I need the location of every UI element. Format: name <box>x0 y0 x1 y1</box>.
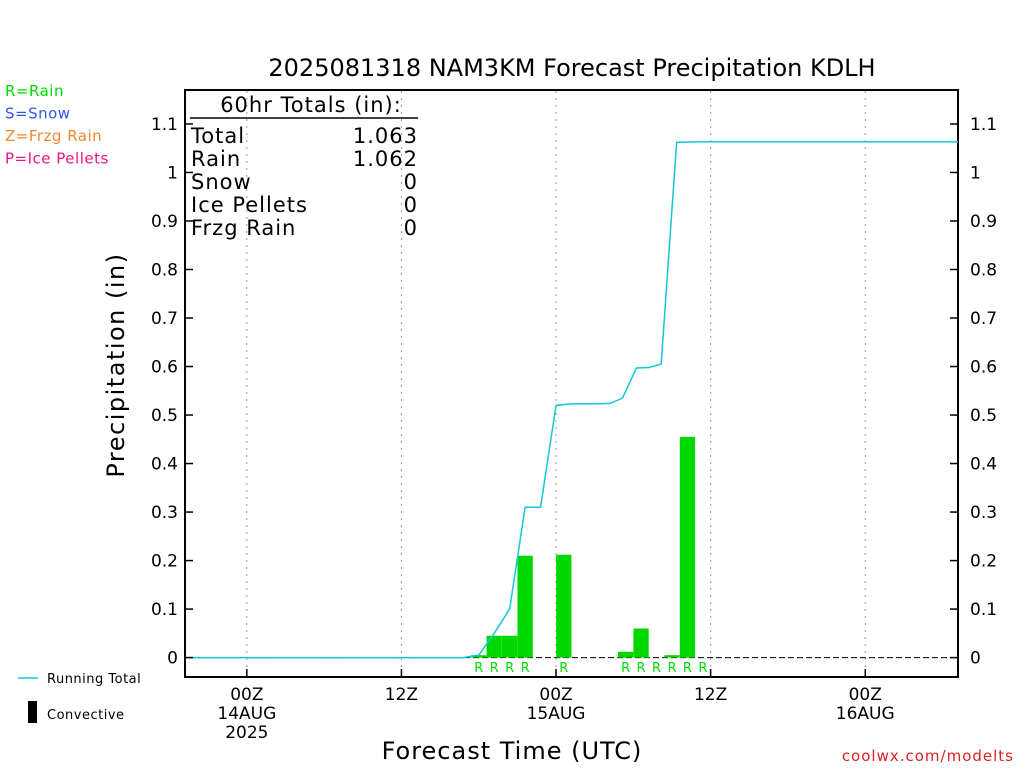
ptype-legend-item-0: R=Rain <box>5 82 64 100</box>
ptype-marker-8: R <box>667 661 676 676</box>
ptype-marker-3: R <box>521 661 530 676</box>
legend-convective-swatch <box>28 701 37 723</box>
y-tick-label-left-0: 0 <box>167 649 178 669</box>
ptype-marker-9: R <box>683 661 692 676</box>
y-tick-label-left-2: 0.2 <box>151 552 178 572</box>
rain-bar-5 <box>617 651 634 658</box>
y-tick-label-right-9: 0.9 <box>970 212 997 232</box>
totals-row-label-2: Snow <box>191 170 252 194</box>
y-tick-label-right-8: 0.8 <box>970 260 997 280</box>
rain-bar-8 <box>679 436 696 658</box>
totals-box: 60hr Totals (in): Total 1.063 Rain 1.062 Snow… <box>190 93 418 240</box>
y-tick-label-right-3: 0.3 <box>970 503 997 523</box>
y-tick-label-left-9: 0.9 <box>151 212 178 232</box>
totals-row-label-0: Total <box>190 124 245 148</box>
ptype-marker-1: R <box>490 661 499 676</box>
ptype-legend: R=Rain S=Snow Z=Frzg Rain P=Ice Pellets <box>5 82 109 168</box>
legend-item-1: Convective <box>47 708 125 723</box>
totals-row-value-4: 0 <box>404 216 418 240</box>
rain-bar-2 <box>502 635 518 658</box>
rain-bar-0 <box>471 655 487 658</box>
legend-item-0: Running Total <box>47 672 141 687</box>
x-tick-label-0-1: 14AUG <box>217 704 276 724</box>
y-tick-label-right-1: 0.1 <box>970 600 997 620</box>
totals-row-label-4: Frzg Rain <box>191 216 296 240</box>
x-tick-label-4-0: 00Z <box>849 685 882 705</box>
y-tick-label-right-10: 1 <box>970 163 981 183</box>
rain-bars <box>471 436 696 658</box>
y-tick-label-left-7: 0.7 <box>151 309 178 329</box>
totals-heading: 60hr Totals (in): <box>220 93 402 117</box>
y-axis-right: 0 0.1 0.2 0.3 0.4 0.5 0.6 0.7 0.8 0.9 1 1.1 <box>950 115 997 669</box>
x-axis-label: Forecast Time (UTC) <box>382 737 643 765</box>
y-tick-label-right-0: 0 <box>970 649 981 669</box>
ptype-marker-5: R <box>621 661 630 676</box>
y-tick-label-right-4: 0.4 <box>970 455 997 475</box>
rain-bar-6 <box>633 628 649 658</box>
totals-row-value-3: 0 <box>404 193 418 217</box>
y-axis-label: Precipitation (in) <box>102 252 130 477</box>
ptype-marker-10: R <box>698 661 707 676</box>
x-tick-label-2-0: 00Z <box>539 685 572 705</box>
y-tick-label-right-2: 0.2 <box>970 552 997 572</box>
y-tick-label-right-7: 0.7 <box>970 309 997 329</box>
y-tick-label-left-8: 0.8 <box>151 260 178 280</box>
rain-bar-7 <box>664 655 680 658</box>
y-tick-label-left-10: 1 <box>167 163 178 183</box>
ptype-marker-2: R <box>505 661 514 676</box>
x-tick-label-0-0: 00Z <box>230 685 263 705</box>
totals-row-label-1: Rain <box>191 147 241 171</box>
totals-row-value-0: 1.063 <box>353 124 418 148</box>
grid-lines <box>246 91 866 676</box>
x-tick-label-2-1: 15AUG <box>527 704 586 724</box>
chart-title: 2025081318 NAM3KM Forecast Precipitation… <box>268 54 875 82</box>
ptype-legend-item-3: P=Ice Pellets <box>5 150 109 168</box>
y-tick-label-left-6: 0.6 <box>151 358 178 378</box>
ptype-marker-7: R <box>652 661 661 676</box>
totals-row-value-2: 0 <box>404 170 418 194</box>
running-total-line <box>185 141 958 659</box>
ptype-legend-item-1: S=Snow <box>5 105 71 123</box>
rain-bar-1 <box>486 635 502 658</box>
series-legend: Running Total Convective <box>18 672 141 723</box>
y-tick-label-left-3: 0.3 <box>151 503 178 523</box>
x-tick-label-1-0: 12Z <box>385 685 418 705</box>
y-axis-left: 0 0.1 0.2 0.3 0.4 0.5 0.6 0.7 0.8 0.9 1 1.1 <box>151 115 193 669</box>
y-tick-label-left-5: 0.5 <box>151 406 178 426</box>
rain-bar-4 <box>556 554 572 658</box>
x-tick-label-3-0: 12Z <box>694 685 727 705</box>
totals-row-label-3: Ice Pellets <box>191 193 308 217</box>
y-tick-label-left-1: 0.1 <box>151 600 178 620</box>
credit-text: coolwx.com/modelts <box>842 747 1014 765</box>
x-tick-label-0-2: 2025 <box>225 723 268 743</box>
y-tick-label-left-4: 0.4 <box>151 455 178 475</box>
plot-frame <box>184 89 959 678</box>
x-tick-label-4-1: 16AUG <box>836 704 895 724</box>
y-tick-label-right-6: 0.6 <box>970 358 997 378</box>
y-tick-label-right-11: 1.1 <box>970 115 997 135</box>
ptype-marker-4: R <box>559 661 568 676</box>
totals-row-value-1: 1.062 <box>353 147 418 171</box>
ptype-legend-item-2: Z=Frzg Rain <box>5 127 102 145</box>
y-tick-label-right-5: 0.5 <box>970 406 997 426</box>
y-tick-label-left-11: 1.1 <box>151 115 178 135</box>
rain-bar-3 <box>517 555 533 658</box>
ptype-marker-6: R <box>637 661 646 676</box>
ptype-marker-0: R <box>474 661 483 676</box>
